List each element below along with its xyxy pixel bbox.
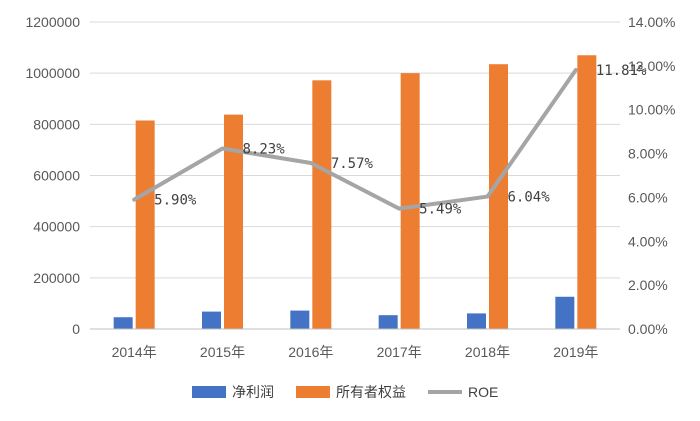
net-profit-bar [467,313,486,329]
legend-swatch-owners-equity [296,386,330,398]
x-tick-label: 2014年 [112,344,157,360]
legend-label: 所有者权益 [336,384,406,400]
net-profit-bar [113,317,133,329]
net-profit-bar [290,310,310,329]
roe-data-label: 5.49% [419,202,462,218]
roe-data-label: 7.57% [331,156,374,172]
y-left-tick-label: 600000 [33,168,80,184]
legend: 净利润 所有者权益 ROE [192,384,498,400]
y-right-tick-label: 4.00% [628,233,668,249]
bar-series [113,55,597,330]
roe-data-label: 8.23% [243,142,286,158]
owners-equity-bar [312,80,332,329]
y-right-tick-label: 10.00% [628,102,675,118]
owners-equity-bar [400,73,420,330]
x-tick-label: 2017年 [377,344,422,360]
owners-equity-bar [224,114,243,329]
owners-equity-bar [489,64,508,330]
y-left-tick-label: 1200000 [25,14,80,30]
net-profit-bar [378,315,398,329]
y-right-tick-label: 6.00% [628,189,668,205]
x-tick-label: 2019年 [553,344,598,360]
x-tick-label: 2016年 [288,344,333,360]
y-right-tick-label: 12.00% [628,58,675,74]
y-left-tick-label: 400000 [33,219,80,235]
y-right-tick-label: 0.00% [628,321,668,337]
y-right-tick-label: 2.00% [628,277,668,293]
owners-equity-bar [577,55,597,330]
y-axis-left: 0 200000 400000 600000 800000 1000000 1200000 [25,14,80,337]
roe-data-label: 6.04% [508,190,551,206]
x-axis: 2014年 2015年 2016年 2017年 2018年 2019年 [90,328,620,360]
y-left-tick-label: 800000 [33,116,80,132]
gridlines [90,21,620,330]
roe-data-label: 11.81% [596,63,647,79]
y-right-tick-label: 8.00% [628,146,668,162]
x-tick-label: 2018年 [465,344,510,360]
legend-label: 净利润 [232,384,274,400]
y-left-tick-label: 200000 [33,270,80,286]
y-left-tick-label: 1000000 [25,65,80,81]
roe-line-series: 5.90% 8.23% 7.57% 5.49% 6.04% 11.81% [132,63,647,218]
legend-swatch-net-profit [192,386,226,398]
owners-equity-bar [135,120,155,329]
legend-label: ROE [468,384,498,400]
net-profit-bar [202,311,221,329]
x-tick-label: 2015年 [200,344,245,360]
roe-data-label: 5.90% [154,193,197,209]
net-profit-bar [555,296,575,329]
y-axis-right: 0.00% 2.00% 4.00% 6.00% 8.00% 10.00% 12.00% 14.… [628,14,675,337]
y-right-tick-label: 14.00% [628,14,675,30]
roe-line [132,68,578,211]
y-left-tick-label: 0 [72,321,80,337]
